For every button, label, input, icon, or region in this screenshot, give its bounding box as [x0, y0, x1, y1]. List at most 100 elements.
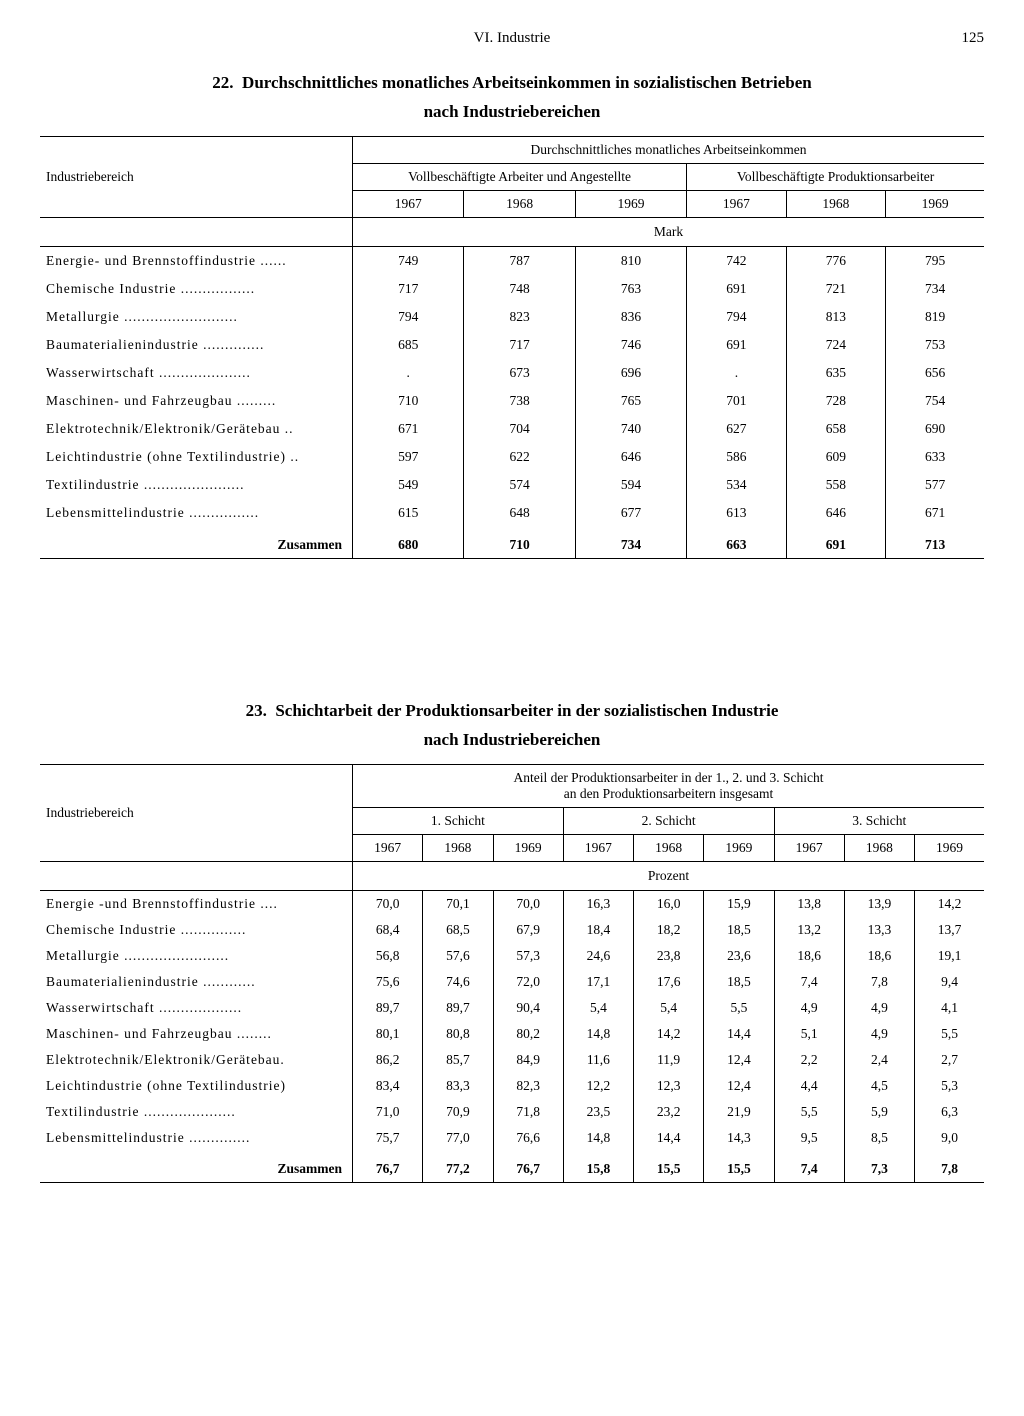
- table-row: Maschinen- und Fahrzeugbau ........80,1 8…: [40, 1021, 984, 1047]
- cell-value: 648: [464, 499, 575, 527]
- row-label: Metallurgie ..........................: [40, 303, 353, 331]
- table23-total-val: 76,7: [353, 1151, 423, 1183]
- cell-value: 691: [687, 275, 787, 303]
- cell-value: 16,0: [634, 890, 704, 917]
- table-row: Elektrotechnik/Elektronik/Gerätebau.86,2…: [40, 1047, 984, 1073]
- table22-group-a: Vollbeschäftigte Arbeiter und Angestellt…: [353, 163, 687, 190]
- cell-value: 613: [687, 499, 787, 527]
- cell-value: 574: [464, 471, 575, 499]
- cell-value: 701: [687, 387, 787, 415]
- table-row: Energie- und Brennstoffindustrie ......7…: [40, 246, 984, 275]
- row-label: Chemische Industrie .................: [40, 275, 353, 303]
- row-label: Wasserwirtschaft ...................: [40, 995, 353, 1021]
- cell-value: 823: [464, 303, 575, 331]
- cell-value: 5,1: [774, 1021, 844, 1047]
- cell-value: 734: [886, 275, 984, 303]
- cell-value: 633: [886, 443, 984, 471]
- cell-value: 534: [687, 471, 787, 499]
- cell-value: 4,5: [844, 1073, 914, 1099]
- cell-value: 11,9: [634, 1047, 704, 1073]
- cell-value: 2,4: [844, 1047, 914, 1073]
- table-row: Energie -und Brennstoffindustrie ....70,…: [40, 890, 984, 917]
- cell-value: 4,9: [844, 995, 914, 1021]
- cell-value: 4,9: [844, 1021, 914, 1047]
- row-label: Lebensmittelindustrie ..............: [40, 1125, 353, 1151]
- table23-unit: Prozent: [353, 861, 985, 890]
- cell-value: 12,4: [704, 1073, 774, 1099]
- table23-rowheader: Industriebereich: [40, 764, 353, 861]
- cell-value: 787: [464, 246, 575, 275]
- table-row: Wasserwirtschaft ......................6…: [40, 359, 984, 387]
- cell-value: 597: [353, 443, 464, 471]
- cell-value: 577: [886, 471, 984, 499]
- cell-value: 68,5: [423, 917, 493, 943]
- table-row: Elektrotechnik/Elektronik/Gerätebau ..67…: [40, 415, 984, 443]
- cell-value: 57,3: [493, 943, 563, 969]
- cell-value: 23,2: [634, 1099, 704, 1125]
- cell-value: 86,2: [353, 1047, 423, 1073]
- table23-total-val: 7,8: [915, 1151, 985, 1183]
- cell-value: 71,0: [353, 1099, 423, 1125]
- cell-value: 23,6: [704, 943, 774, 969]
- cell-value: 12,2: [563, 1073, 633, 1099]
- cell-value: 549: [353, 471, 464, 499]
- cell-value: 717: [353, 275, 464, 303]
- table23-number: 23.: [246, 701, 267, 720]
- cell-value: 2,7: [915, 1047, 985, 1073]
- cell-value: 74,6: [423, 969, 493, 995]
- cell-value: 80,1: [353, 1021, 423, 1047]
- table22: Industriebereich Durchschnittliches mona…: [40, 136, 984, 559]
- cell-value: 2,2: [774, 1047, 844, 1073]
- table23-group: 2. Schicht: [563, 807, 774, 834]
- cell-value: 794: [353, 303, 464, 331]
- table23-group: 3. Schicht: [774, 807, 984, 834]
- cell-value: 5,9: [844, 1099, 914, 1125]
- cell-value: 76,6: [493, 1125, 563, 1151]
- row-label: Baumaterialienindustrie ..............: [40, 331, 353, 359]
- table-row: Chemische Industrie ...............68,46…: [40, 917, 984, 943]
- cell-value: 13,8: [774, 890, 844, 917]
- table23-year: 1968: [423, 834, 493, 861]
- cell-value: 18,5: [704, 969, 774, 995]
- cell-value: 82,3: [493, 1073, 563, 1099]
- table-row: Textilindustrie .....................71,…: [40, 1099, 984, 1125]
- cell-value: 18,6: [844, 943, 914, 969]
- table23-year: 1968: [634, 834, 704, 861]
- cell-value: 8,5: [844, 1125, 914, 1151]
- table23-total-val: 7,3: [844, 1151, 914, 1183]
- table-row: Baumaterialienindustrie ..............68…: [40, 331, 984, 359]
- table23-total-val: 15,8: [563, 1151, 633, 1183]
- cell-value: 80,2: [493, 1021, 563, 1047]
- cell-value: 6,3: [915, 1099, 985, 1125]
- table22-total-val: 710: [464, 527, 575, 559]
- cell-value: 627: [687, 415, 787, 443]
- cell-value: 615: [353, 499, 464, 527]
- cell-value: 671: [353, 415, 464, 443]
- table23-year: 1969: [704, 834, 774, 861]
- cell-value: 4,4: [774, 1073, 844, 1099]
- table22-year: 1967: [353, 190, 464, 217]
- cell-value: 9,5: [774, 1125, 844, 1151]
- cell-value: 704: [464, 415, 575, 443]
- cell-value: 691: [687, 331, 787, 359]
- table22-total-label: Zusammen: [40, 527, 353, 559]
- table23-total-val: 77,2: [423, 1151, 493, 1183]
- cell-value: 795: [886, 246, 984, 275]
- cell-value: 70,0: [493, 890, 563, 917]
- table22-rowheader: Industriebereich: [40, 136, 353, 217]
- page-header: VI. Industrie 125: [40, 30, 984, 47]
- table23-total-label: Zusammen: [40, 1151, 353, 1183]
- row-label: Textilindustrie .......................: [40, 471, 353, 499]
- cell-value: 656: [886, 359, 984, 387]
- table22-title: 22. Durchschnittliches monatliches Arbei…: [40, 69, 984, 98]
- table23-total-val: 7,4: [774, 1151, 844, 1183]
- cell-value: 5,3: [915, 1073, 985, 1099]
- row-label: Maschinen- und Fahrzeugbau ........: [40, 1021, 353, 1047]
- cell-value: 646: [786, 499, 886, 527]
- table-row: Metallurgie ........................56,8…: [40, 943, 984, 969]
- table23-title: 23. Schichtarbeit der Produktionsarbeite…: [40, 697, 984, 726]
- cell-value: .: [687, 359, 787, 387]
- table-row: Leichtindustrie (ohne Textilindustrie) .…: [40, 443, 984, 471]
- table22-title-line1: Durchschnittliches monatliches Arbeitsei…: [242, 73, 812, 92]
- cell-value: 75,6: [353, 969, 423, 995]
